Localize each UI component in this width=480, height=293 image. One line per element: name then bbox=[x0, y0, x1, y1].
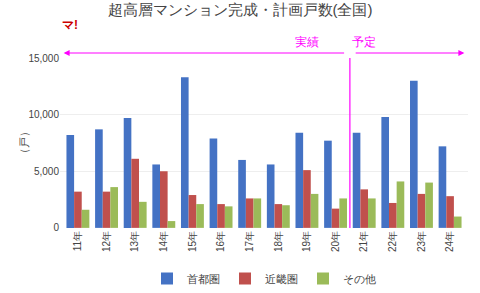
svg-text:22年: 22年 bbox=[387, 231, 398, 252]
svg-text:17年: 17年 bbox=[244, 231, 255, 252]
svg-text:（戸）: （戸） bbox=[18, 126, 30, 159]
svg-text:16年: 16年 bbox=[215, 231, 226, 252]
svg-text:20年: 20年 bbox=[330, 231, 341, 252]
svg-text:その他: その他 bbox=[343, 273, 376, 285]
svg-text:18年: 18年 bbox=[273, 231, 284, 252]
svg-text:予定: 予定 bbox=[352, 35, 376, 49]
svg-text:23年: 23年 bbox=[416, 231, 427, 252]
svg-text:近畿圏: 近畿圏 bbox=[265, 273, 298, 285]
svg-text:19年: 19年 bbox=[301, 231, 312, 252]
svg-text:15,000: 15,000 bbox=[28, 53, 59, 64]
svg-text:マ!: マ! bbox=[62, 18, 78, 32]
svg-text:10,000: 10,000 bbox=[28, 109, 59, 120]
svg-text:超高層マンション完成・計画戸数(全国): 超高層マンション完成・計画戸数(全国) bbox=[108, 1, 373, 18]
svg-text:14年: 14年 bbox=[158, 231, 169, 252]
svg-text:24年: 24年 bbox=[444, 231, 455, 252]
svg-text:15年: 15年 bbox=[187, 231, 198, 252]
svg-text:21年: 21年 bbox=[358, 231, 369, 252]
svg-text:12年: 12年 bbox=[101, 231, 112, 252]
svg-text:実績: 実績 bbox=[295, 35, 319, 49]
svg-text:13年: 13年 bbox=[129, 231, 140, 252]
svg-text:0: 0 bbox=[53, 222, 59, 233]
svg-text:5,000: 5,000 bbox=[34, 166, 59, 177]
svg-text:11年: 11年 bbox=[72, 231, 83, 251]
svg-text:首都圏: 首都圏 bbox=[187, 273, 220, 285]
